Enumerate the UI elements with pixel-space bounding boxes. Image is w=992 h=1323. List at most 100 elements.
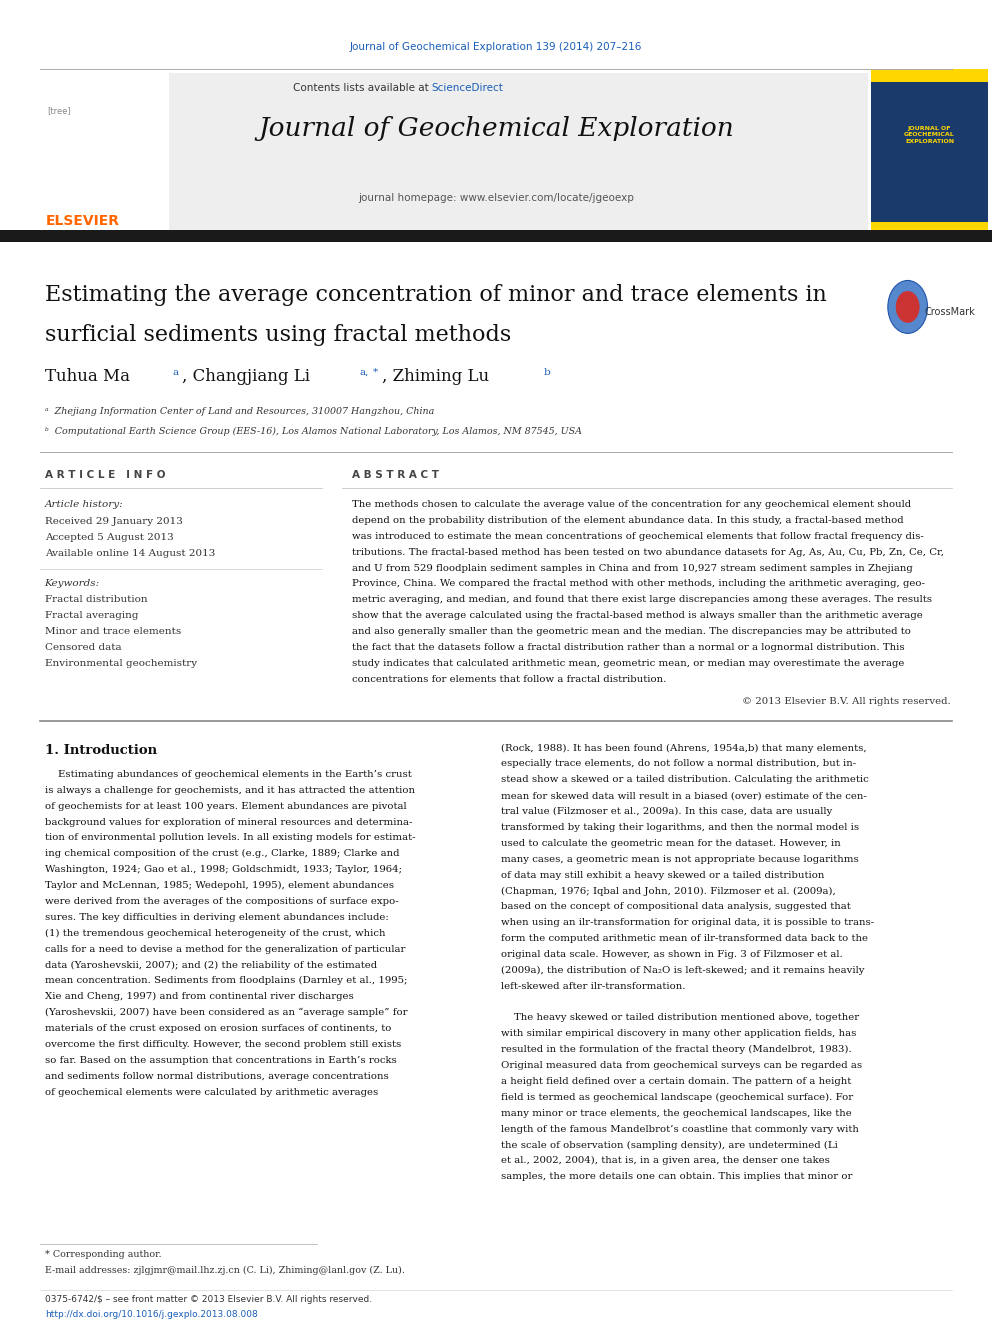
Text: the scale of observation (sampling density), are undetermined (Li: the scale of observation (sampling densi… <box>501 1140 838 1150</box>
Text: the fact that the datasets follow a fractal distribution rather than a normal or: the fact that the datasets follow a frac… <box>352 643 905 652</box>
Text: especially trace elements, do not follow a normal distribution, but in-: especially trace elements, do not follow… <box>501 759 856 769</box>
Text: [tree]: [tree] <box>48 106 71 115</box>
Text: study indicates that calculated arithmetic mean, geometric mean, or median may o: study indicates that calculated arithmet… <box>352 659 905 668</box>
Text: many cases, a geometric mean is not appropriate because logarithms: many cases, a geometric mean is not appr… <box>501 855 859 864</box>
Text: Journal of Geochemical Exploration 139 (2014) 207–216: Journal of Geochemical Exploration 139 (… <box>350 42 642 53</box>
Text: JOURNAL OF
GEOCHEMICAL
EXPLORATION: JOURNAL OF GEOCHEMICAL EXPLORATION <box>904 126 955 144</box>
Text: * Corresponding author.: * Corresponding author. <box>45 1250 162 1259</box>
Text: was introduced to estimate the mean concentrations of geochemical elements that : was introduced to estimate the mean conc… <box>352 532 924 541</box>
Text: were derived from the averages of the compositions of surface expo-: were derived from the averages of the co… <box>45 897 398 906</box>
Text: sures. The key difficulties in deriving element abundances include:: sures. The key difficulties in deriving … <box>45 913 389 922</box>
Text: http://dx.doi.org/10.1016/j.gexplo.2013.08.008: http://dx.doi.org/10.1016/j.gexplo.2013.… <box>45 1310 257 1319</box>
Text: ᵇ  Computational Earth Science Group (EES-16), Los Alamos National Laboratory, L: ᵇ Computational Earth Science Group (EES… <box>45 427 581 437</box>
Text: transformed by taking their logarithms, and then the normal model is: transformed by taking their logarithms, … <box>501 823 859 832</box>
Text: of geochemists for at least 100 years. Element abundances are pivotal: of geochemists for at least 100 years. E… <box>45 802 407 811</box>
Text: et al., 2002, 2004), that is, in a given area, the denser one takes: et al., 2002, 2004), that is, in a given… <box>501 1156 830 1166</box>
Text: original data scale. However, as shown in Fig. 3 of Filzmoser et al.: original data scale. However, as shown i… <box>501 950 843 959</box>
Text: (Yaroshevskii, 2007) have been considered as an “average sample” for: (Yaroshevskii, 2007) have been considere… <box>45 1008 407 1017</box>
Text: Original measured data from geochemical surveys can be regarded as: Original measured data from geochemical … <box>501 1061 862 1070</box>
Text: ᵃ  Zhejiang Information Center of Land and Resources, 310007 Hangzhou, China: ᵃ Zhejiang Information Center of Land an… <box>45 407 434 417</box>
Text: The methods chosen to calculate the average value of the concentration for any g: The methods chosen to calculate the aver… <box>352 500 912 509</box>
Text: depend on the probability distribution of the element abundance data. In this st: depend on the probability distribution o… <box>352 516 904 525</box>
FancyBboxPatch shape <box>40 73 169 232</box>
Text: Fractal distribution: Fractal distribution <box>45 595 147 605</box>
Text: Article history:: Article history: <box>45 500 123 509</box>
Circle shape <box>896 291 920 323</box>
Text: (Rock, 1988). It has been found (Ahrens, 1954a,b) that many elements,: (Rock, 1988). It has been found (Ahrens,… <box>501 744 867 753</box>
Text: 0375-6742/$ – see front matter © 2013 Elsevier B.V. All rights reserved.: 0375-6742/$ – see front matter © 2013 El… <box>45 1295 372 1304</box>
Text: metric averaging, and median, and found that there exist large discrepancies amo: metric averaging, and median, and found … <box>352 595 932 605</box>
Text: *: * <box>373 368 378 377</box>
Circle shape <box>888 280 928 333</box>
Text: © 2013 Elsevier B.V. All rights reserved.: © 2013 Elsevier B.V. All rights reserved… <box>742 697 950 706</box>
FancyBboxPatch shape <box>871 69 988 82</box>
Text: ing chemical composition of the crust (e.g., Clarke, 1889; Clarke and: ing chemical composition of the crust (e… <box>45 849 399 859</box>
FancyBboxPatch shape <box>871 82 988 222</box>
FancyBboxPatch shape <box>40 73 868 232</box>
Text: of data may still exhibit a heavy skewed or a tailed distribution: of data may still exhibit a heavy skewed… <box>501 871 824 880</box>
Text: Censored data: Censored data <box>45 643 121 652</box>
Text: ScienceDirect: ScienceDirect <box>432 83 503 94</box>
Text: left-skewed after ilr-transformation.: left-skewed after ilr-transformation. <box>501 982 685 991</box>
Text: tion of environmental pollution levels. In all existing models for estimat-: tion of environmental pollution levels. … <box>45 833 415 843</box>
Text: Keywords:: Keywords: <box>45 579 100 589</box>
Text: Minor and trace elements: Minor and trace elements <box>45 627 181 636</box>
Text: a,: a, <box>359 368 368 377</box>
Text: length of the famous Mandelbrot’s coastline that commonly vary with: length of the famous Mandelbrot’s coastl… <box>501 1125 859 1134</box>
Text: and U from 529 floodplain sediment samples in China and from 10,927 stream sedim: and U from 529 floodplain sediment sampl… <box>352 564 913 573</box>
Text: tributions. The fractal-based method has been tested on two abundance datasets f: tributions. The fractal-based method has… <box>352 548 944 557</box>
Text: samples, the more details one can obtain. This implies that minor or: samples, the more details one can obtain… <box>501 1172 852 1181</box>
Text: based on the concept of compositional data analysis, suggested that: based on the concept of compositional da… <box>501 902 851 912</box>
Text: of geochemical elements were calculated by arithmetic averages: of geochemical elements were calculated … <box>45 1088 378 1097</box>
Text: and sediments follow normal distributions, average concentrations: and sediments follow normal distribution… <box>45 1072 389 1081</box>
Text: (Chapman, 1976; Iqbal and John, 2010). Filzmoser et al. (2009a),: (Chapman, 1976; Iqbal and John, 2010). F… <box>501 886 835 896</box>
Text: calls for a need to devise a method for the generalization of particular: calls for a need to devise a method for … <box>45 945 405 954</box>
Text: concentrations for elements that follow a fractal distribution.: concentrations for elements that follow … <box>352 675 667 684</box>
Text: journal homepage: www.elsevier.com/locate/jgeoexp: journal homepage: www.elsevier.com/locat… <box>358 193 634 204</box>
Text: tral value (Filzmoser et al., 2009a). In this case, data are usually: tral value (Filzmoser et al., 2009a). In… <box>501 807 832 816</box>
Text: (2009a), the distribution of Na₂O is left-skewed; and it remains heavily: (2009a), the distribution of Na₂O is lef… <box>501 966 864 975</box>
Text: CrossMark: CrossMark <box>925 307 975 318</box>
Text: Fractal averaging: Fractal averaging <box>45 611 138 620</box>
Text: surficial sediments using fractal methods: surficial sediments using fractal method… <box>45 324 511 347</box>
Text: Province, China. We compared the fractal method with other methods, including th: Province, China. We compared the fractal… <box>352 579 925 589</box>
Text: Accepted 5 August 2013: Accepted 5 August 2013 <box>45 533 174 542</box>
Text: Estimating abundances of geochemical elements in the Earth’s crust: Estimating abundances of geochemical ele… <box>45 770 412 779</box>
Text: Washington, 1924; Gao et al., 1998; Goldschmidt, 1933; Taylor, 1964;: Washington, 1924; Gao et al., 1998; Gold… <box>45 865 402 875</box>
Text: A B S T R A C T: A B S T R A C T <box>352 470 439 480</box>
Text: Estimating the average concentration of minor and trace elements in: Estimating the average concentration of … <box>45 284 826 307</box>
Text: so far. Based on the assumption that concentrations in Earth’s rocks: so far. Based on the assumption that con… <box>45 1056 397 1065</box>
Text: Xie and Cheng, 1997) and from continental river discharges: Xie and Cheng, 1997) and from continenta… <box>45 992 353 1002</box>
Text: and also generally smaller than the geometric mean and the median. The discrepan: and also generally smaller than the geom… <box>352 627 911 636</box>
FancyBboxPatch shape <box>871 222 988 232</box>
Text: Available online 14 August 2013: Available online 14 August 2013 <box>45 549 215 558</box>
Text: , Zhiming Lu: , Zhiming Lu <box>382 368 489 385</box>
Text: Taylor and McLennan, 1985; Wedepohl, 1995), element abundances: Taylor and McLennan, 1985; Wedepohl, 199… <box>45 881 394 890</box>
Text: a height field defined over a certain domain. The pattern of a height: a height field defined over a certain do… <box>501 1077 851 1086</box>
Text: mean for skewed data will result in a biased (over) estimate of the cen-: mean for skewed data will result in a bi… <box>501 791 867 800</box>
Text: The heavy skewed or tailed distribution mentioned above, together: The heavy skewed or tailed distribution … <box>501 1013 859 1023</box>
Text: (1) the tremendous geochemical heterogeneity of the crust, which: (1) the tremendous geochemical heterogen… <box>45 929 385 938</box>
Text: data (Yaroshevskii, 2007); and (2) the reliability of the estimated: data (Yaroshevskii, 2007); and (2) the r… <box>45 960 377 970</box>
Text: is always a challenge for geochemists, and it has attracted the attention: is always a challenge for geochemists, a… <box>45 786 415 795</box>
Text: Environmental geochemistry: Environmental geochemistry <box>45 659 196 668</box>
Text: A R T I C L E   I N F O: A R T I C L E I N F O <box>45 470 165 480</box>
Text: many minor or trace elements, the geochemical landscapes, like the: many minor or trace elements, the geoche… <box>501 1109 852 1118</box>
Text: overcome the first difficulty. However, the second problem still exists: overcome the first difficulty. However, … <box>45 1040 401 1049</box>
Text: Journal of Geochemical Exploration: Journal of Geochemical Exploration <box>258 116 734 142</box>
Text: when using an ilr-transformation for original data, it is possible to trans-: when using an ilr-transformation for ori… <box>501 918 874 927</box>
Text: Received 29 January 2013: Received 29 January 2013 <box>45 517 183 527</box>
Text: , Changjiang Li: , Changjiang Li <box>182 368 310 385</box>
Text: field is termed as geochemical landscape (geochemical surface). For: field is termed as geochemical landscape… <box>501 1093 853 1102</box>
Text: E-mail addresses: zjlgjmr@mail.lhz.zj.cn (C. Li), Zhiming@lanl.gov (Z. Lu).: E-mail addresses: zjlgjmr@mail.lhz.zj.cn… <box>45 1266 405 1275</box>
Text: resulted in the formulation of the fractal theory (Mandelbrot, 1983).: resulted in the formulation of the fract… <box>501 1045 852 1054</box>
Text: b: b <box>544 368 551 377</box>
FancyBboxPatch shape <box>0 230 992 242</box>
Text: materials of the crust exposed on erosion surfaces of continents, to: materials of the crust exposed on erosio… <box>45 1024 391 1033</box>
Text: mean concentration. Sediments from floodplains (Darnley et al., 1995;: mean concentration. Sediments from flood… <box>45 976 407 986</box>
Text: form the computed arithmetic mean of ilr-transformed data back to the: form the computed arithmetic mean of ilr… <box>501 934 868 943</box>
Text: used to calculate the geometric mean for the dataset. However, in: used to calculate the geometric mean for… <box>501 839 840 848</box>
Text: stead show a skewed or a tailed distribution. Calculating the arithmetic: stead show a skewed or a tailed distribu… <box>501 775 869 785</box>
Text: Tuhua Ma: Tuhua Ma <box>45 368 130 385</box>
Text: background values for exploration of mineral resources and determina-: background values for exploration of min… <box>45 818 412 827</box>
